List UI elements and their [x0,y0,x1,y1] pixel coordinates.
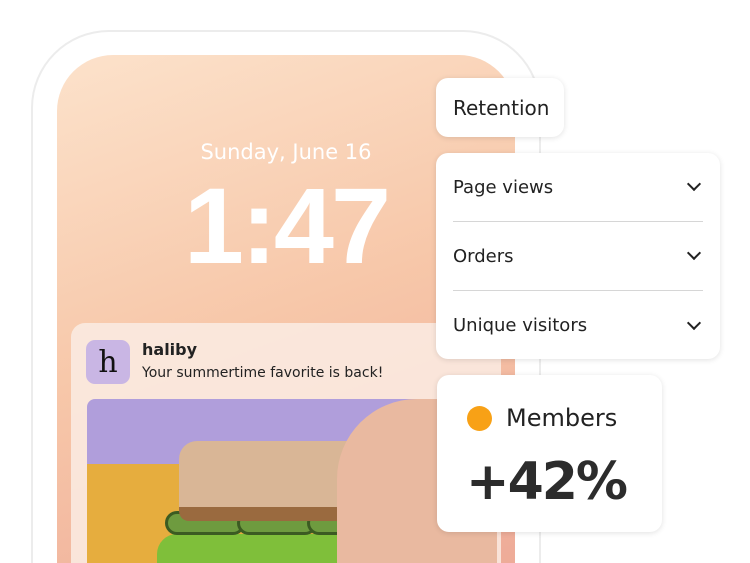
phone-lock-screen: Sunday, June 16 1:47 h haliby Your summe… [57,55,515,563]
chevron-down-icon [686,245,702,261]
members-stat-card: Members +42% [437,375,662,532]
retention-chip[interactable]: Retention [436,78,564,137]
item-label: Orders [453,245,514,267]
metrics-dropdown-list: Page views Orders Unique visitors [436,153,720,359]
chevron-down-icon [686,315,702,330]
photo-bread [179,441,367,521]
members-legend-dot-icon [467,406,492,431]
members-label: Members [506,404,618,432]
dropdown-unique-visitors[interactable]: Unique visitors [453,291,703,360]
lockscreen-time: 1:47 [183,165,391,286]
item-label: Unique visitors [453,315,588,336]
chevron-down-icon [686,176,702,192]
lockscreen-date: Sunday, June 16 [200,140,372,164]
dropdown-orders[interactable]: Orders [453,222,703,291]
retention-label: Retention [453,96,550,120]
push-notification[interactable]: h haliby Your summertime favorite is bac… [71,323,501,563]
members-value: +42% [466,452,628,512]
item-label: Page views [453,176,554,198]
notification-app-name: haliby [142,340,198,359]
dropdown-page-views[interactable]: Page views [453,153,703,222]
notification-message: Your summertime favorite is back! [142,365,384,381]
haliby-app-icon: h [86,340,130,384]
sandwich-photo [87,399,497,563]
